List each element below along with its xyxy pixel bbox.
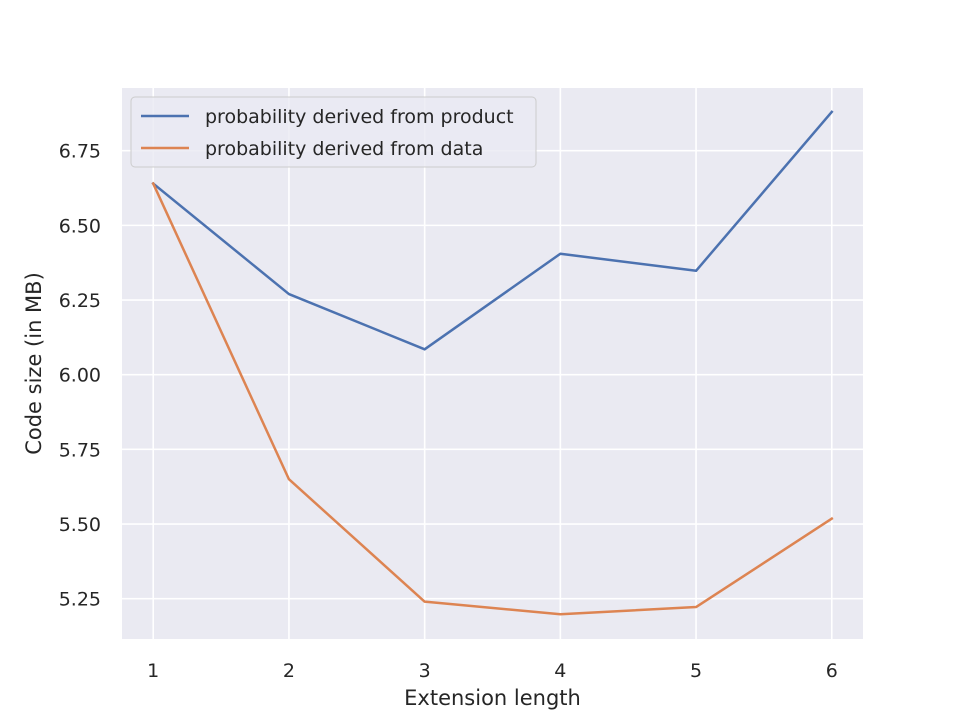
y-tick-label: 5.75 (59, 439, 101, 461)
y-tick-label: 5.50 (59, 514, 101, 536)
x-tick-label: 3 (419, 660, 431, 682)
y-tick-label: 5.25 (59, 589, 101, 611)
legend: probability derived from product probabi… (130, 96, 537, 168)
x-tick-label: 2 (283, 660, 295, 682)
y-tick-labels: 5.25 5.50 5.75 6.00 6.25 6.50 6.75 (59, 141, 101, 611)
y-tick-label: 6.00 (59, 365, 101, 387)
y-tick-label: 6.25 (59, 290, 101, 312)
plot-area (122, 88, 863, 639)
legend-label-product: probability derived from product (205, 106, 514, 128)
legend-label-data: probability derived from data (205, 138, 483, 160)
x-tick-label: 1 (147, 660, 159, 682)
y-tick-label: 6.75 (59, 141, 101, 163)
x-tick-label: 6 (826, 660, 838, 682)
y-axis-label: Code size (in MB) (22, 272, 46, 455)
x-tick-label: 5 (690, 660, 702, 682)
legend-box (130, 96, 537, 168)
x-tick-labels: 1 2 3 4 5 6 (147, 660, 838, 682)
series-line-1 (151, 181, 834, 616)
series-lines (151, 110, 834, 616)
y-tick-label: 6.50 (59, 215, 101, 237)
x-tick-label: 4 (554, 660, 566, 682)
x-axis-label: Extension length (404, 686, 581, 710)
series-line-0 (151, 110, 834, 351)
